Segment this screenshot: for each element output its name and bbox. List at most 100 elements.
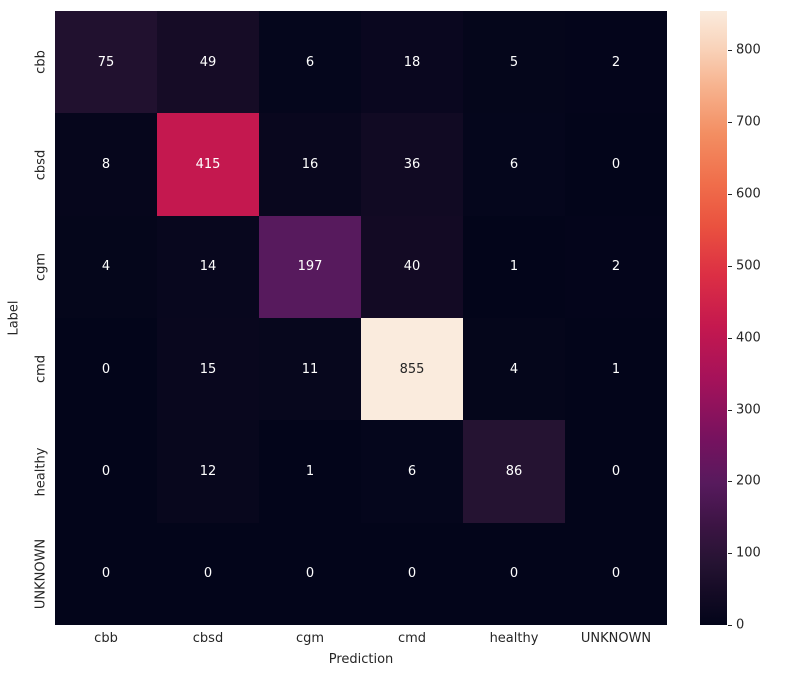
heatmap-cell-cbsd-cgm: 16	[259, 113, 361, 216]
colorbar-tick-mark	[728, 337, 732, 339]
colorbar-tick-label-200: 200	[736, 473, 761, 489]
heatmap-cell-cbb-cmd: 18	[361, 11, 463, 114]
cell-value: 14	[199, 259, 217, 275]
cell-value: 2	[611, 54, 621, 70]
heatmap-cell-cmd-healthy: 4	[463, 318, 565, 421]
cell-value: 0	[203, 566, 213, 582]
heatmap-cell-cbb-cbb: 75	[55, 11, 157, 114]
cell-value: 11	[301, 361, 319, 377]
heatmap-cell-cgm-cgm: 197	[259, 215, 361, 318]
heatmap-cell-healthy-cbb: 0	[55, 420, 157, 523]
colorbar-tick-label-300: 300	[736, 402, 761, 418]
cell-value: 4	[101, 259, 111, 275]
heatmap-cell-cmd-cbsd: 15	[157, 318, 259, 421]
colorbar-tick-mark	[728, 553, 732, 555]
y-tick-label-cbsd: cbsd	[33, 149, 49, 180]
colorbar-tick-label-600: 600	[736, 186, 761, 202]
x-tick-label-cmd: cmd	[397, 631, 427, 646]
colorbar-tick-mark	[728, 122, 732, 124]
cell-value: 2	[611, 259, 621, 275]
cell-value: 36	[403, 156, 421, 172]
cell-value: 0	[305, 566, 315, 582]
x-tick-label-cbsd: cbsd	[192, 631, 224, 646]
heatmap-cell-healthy-UNKNOWN: 0	[565, 420, 667, 523]
cell-value: 8	[101, 156, 111, 172]
heatmap-cell-UNKNOWN-cmd: 0	[361, 522, 463, 625]
cell-value: 1	[305, 463, 315, 479]
cell-value: 75	[97, 54, 115, 70]
heatmap-cell-UNKNOWN-healthy: 0	[463, 522, 565, 625]
heatmap-cell-cmd-cbb: 0	[55, 318, 157, 421]
colorbar-tick-label-500: 500	[736, 258, 761, 274]
heatmap-cell-cgm-cbsd: 14	[157, 215, 259, 318]
heatmap-cell-cbsd-cmd: 36	[361, 113, 463, 216]
heatmap-cell-healthy-cgm: 1	[259, 420, 361, 523]
heatmap-cell-cbb-cbsd: 49	[157, 11, 259, 114]
heatmap-cell-cbb-healthy: 5	[463, 11, 565, 114]
cell-value: 0	[101, 566, 111, 582]
y-tick-label-cmd: cmd	[33, 355, 49, 384]
heatmap-cell-UNKNOWN-UNKNOWN: 0	[565, 522, 667, 625]
colorbar-tick-label-0: 0	[736, 617, 745, 633]
cell-value: 5	[509, 54, 519, 70]
cell-value: 197	[297, 259, 323, 275]
cell-value: 15	[199, 361, 217, 377]
x-tick-label-cgm: cgm	[295, 631, 325, 646]
cell-value: 0	[101, 361, 111, 377]
x-tick-label-healthy: healthy	[489, 631, 539, 646]
cell-value: 6	[407, 463, 417, 479]
heatmap-cell-cmd-UNKNOWN: 1	[565, 318, 667, 421]
cell-value: 1	[611, 361, 621, 377]
x-tick-label-UNKNOWN: UNKNOWN	[580, 631, 652, 646]
cell-value: 86	[505, 463, 523, 479]
heatmap-cell-cbsd-healthy: 6	[463, 113, 565, 216]
colorbar-tick-mark	[728, 194, 732, 196]
heatmap-grid: 75 49 6 18 5 2 8 415 16 36 6 0 4 14 197 40 1 2 0 15 11 855 4 1 0…	[55, 11, 667, 625]
heatmap-cell-healthy-healthy: 86	[463, 420, 565, 523]
heatmap-cell-cgm-cbb: 4	[55, 215, 157, 318]
cell-value: 18	[403, 54, 421, 70]
heatmap-cell-cmd-cmd: 855	[361, 318, 463, 421]
cell-value: 16	[301, 156, 319, 172]
heatmap-cell-cbsd-cbsd: 415	[157, 113, 259, 216]
y-tick-label-cbb: cbb	[33, 50, 49, 74]
cell-value: 49	[199, 54, 217, 70]
heatmap-cell-cbsd-UNKNOWN: 0	[565, 113, 667, 216]
heatmap-cell-cgm-cmd: 40	[361, 215, 463, 318]
x-tick-label-cbb: cbb	[94, 631, 118, 646]
cell-value: 6	[305, 54, 315, 70]
heatmap-cell-cgm-healthy: 1	[463, 215, 565, 318]
heatmap-cell-UNKNOWN-cbb: 0	[55, 522, 157, 625]
heatmap-cell-UNKNOWN-cbsd: 0	[157, 522, 259, 625]
y-tick-label-cgm: cgm	[33, 252, 49, 281]
x-axis-label: Prediction	[328, 652, 394, 667]
y-axis-label: Label	[6, 300, 22, 336]
colorbar-tick-label-400: 400	[736, 330, 761, 346]
cell-value: 0	[611, 463, 621, 479]
cell-value: 12	[199, 463, 217, 479]
colorbar-tick-mark	[728, 481, 732, 483]
heatmap-cell-healthy-cmd: 6	[361, 420, 463, 523]
cell-value: 0	[407, 566, 417, 582]
heatmap-cell-cbb-cgm: 6	[259, 11, 361, 114]
colorbar-tick-label-100: 100	[736, 545, 761, 561]
heatmap-cell-cbb-UNKNOWN: 2	[565, 11, 667, 114]
cell-value: 0	[611, 156, 621, 172]
y-tick-label-UNKNOWN: UNKNOWN	[33, 538, 49, 609]
colorbar-gradient	[700, 11, 727, 625]
colorbar-tick-mark	[728, 50, 732, 52]
heatmap-cell-healthy-cbsd: 12	[157, 420, 259, 523]
cell-value: 1	[509, 259, 519, 275]
cell-value: 40	[403, 259, 421, 275]
colorbar-tick-mark	[728, 625, 732, 626]
cell-value: 415	[195, 156, 221, 172]
y-tick-label-healthy: healthy	[33, 447, 49, 496]
cell-value: 4	[509, 361, 519, 377]
colorbar-tick-label-700: 700	[736, 114, 761, 130]
cell-value: 0	[611, 566, 621, 582]
heatmap-cell-cbsd-cbb: 8	[55, 113, 157, 216]
colorbar-tick-mark	[728, 409, 732, 411]
cell-value: 0	[509, 566, 519, 582]
cell-value: 0	[101, 463, 111, 479]
